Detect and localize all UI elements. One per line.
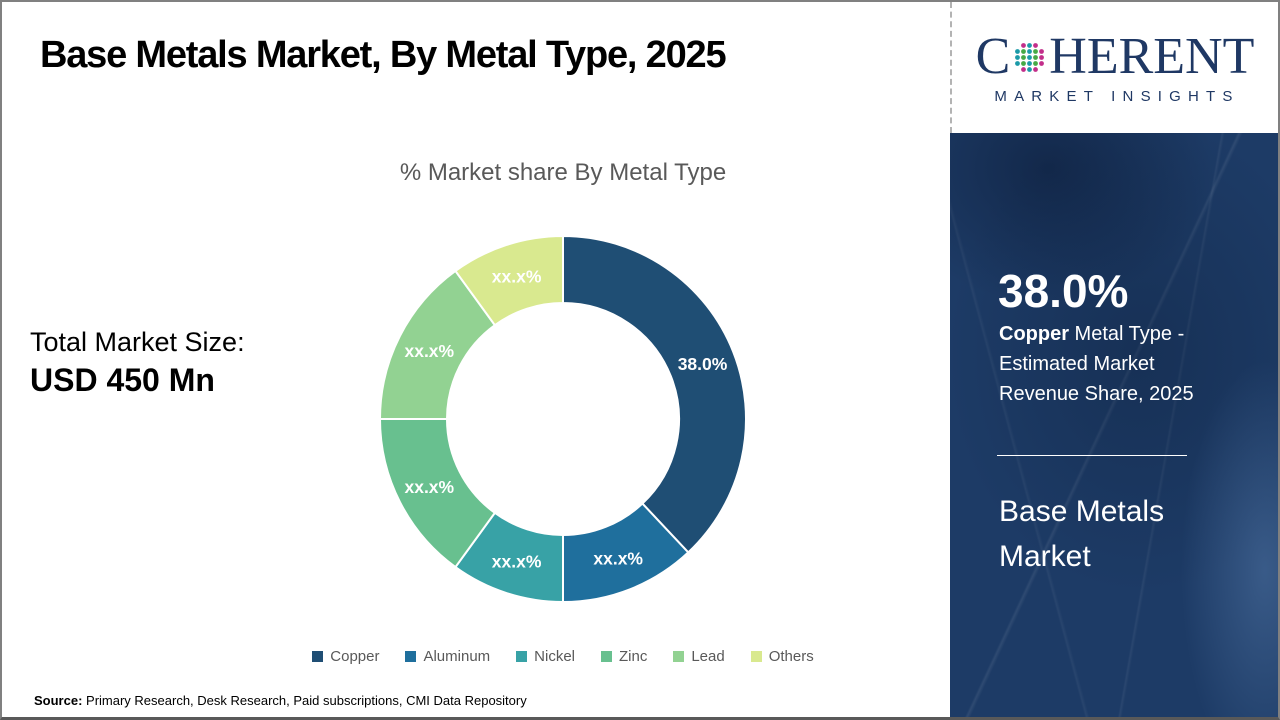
legend-swatch-zinc xyxy=(601,651,612,662)
legend-swatch-others xyxy=(750,651,762,662)
logo-letter-c: C xyxy=(975,27,1011,85)
segment-label-zinc: xx.x% xyxy=(404,477,454,497)
legend-swatch-aluminum xyxy=(405,651,417,662)
donut-segment-copper xyxy=(562,234,747,554)
chart-legend: Copper Aluminum Nickel Zinc Lead Others xyxy=(213,648,913,665)
total-market-size-label: Total Market Size: xyxy=(30,327,245,357)
stat-description-rest: Metal Type - Estimated Market Revenue Sh… xyxy=(999,323,1194,405)
legend-swatch-copper xyxy=(312,651,324,662)
coherent-logo: C HERENT xyxy=(975,27,1255,85)
total-market-size-value: USD 450 Mn xyxy=(30,362,215,398)
logo-letters-herent: HERENT xyxy=(1049,27,1255,85)
divider-line xyxy=(997,455,1187,456)
sidebar: C HERENT MARKET INSIGHTS 38.0% Copper Me… xyxy=(950,2,1278,717)
segment-label-nickel: xx.x% xyxy=(492,552,542,572)
legend-swatch-nickel xyxy=(516,651,528,662)
legend-swatch-lead xyxy=(673,651,685,662)
source-text: Primary Research, Desk Research, Paid su… xyxy=(82,693,527,708)
legend-item-zinc: Zinc xyxy=(601,648,647,665)
stat-metal-name: Copper xyxy=(999,323,1069,345)
legend-label-nickel: Nickel xyxy=(534,648,575,665)
segment-label-lead: xx.x% xyxy=(404,341,454,361)
legend-label-zinc: Zinc xyxy=(619,648,648,665)
legend-label-others: Others xyxy=(768,648,814,665)
total-market-size: Total Market Size: USD 450 Mn xyxy=(30,324,245,400)
stat-value: 38.0% xyxy=(998,265,1129,317)
donut-segment-others xyxy=(454,234,564,327)
legend-label-copper: Copper xyxy=(330,648,380,665)
source-line: Source: Primary Research, Desk Research,… xyxy=(34,693,527,708)
page-title: Base Metals Market, By Metal Type, 2025 xyxy=(40,34,727,76)
segment-label-others: xx.x% xyxy=(492,266,542,286)
logo-tagline: MARKET INSIGHTS xyxy=(994,87,1240,105)
coherent-globe-icon xyxy=(1015,42,1045,72)
legend-item-copper: Copper xyxy=(312,648,379,665)
legend-item-lead: Lead xyxy=(673,648,725,665)
logo-box: C HERENT MARKET INSIGHTS xyxy=(950,2,1278,133)
source-label: Source: xyxy=(34,693,83,708)
donut-chart: 38.0% xx.x% xx.x% xx.x% xx.x% xx.x% xyxy=(378,234,747,604)
legend-item-nickel: Nickel xyxy=(516,648,575,665)
segment-label-copper: 38.0% xyxy=(678,354,728,374)
legend-item-aluminum: Aluminum xyxy=(405,648,490,665)
stat-description: Copper Metal Type - Estimated Market Rev… xyxy=(999,319,1221,409)
legend-item-others: Others xyxy=(750,648,814,665)
chart-title: % Market share By Metal Type xyxy=(399,159,727,186)
market-name: Base Metals Market xyxy=(999,495,1165,573)
sidebar-panel: 38.0% Copper Metal Type - Estimated Mark… xyxy=(950,133,1278,717)
legend-label-lead: Lead xyxy=(691,648,725,665)
segment-label-aluminum: xx.x% xyxy=(593,549,643,569)
legend-label-aluminum: Aluminum xyxy=(423,648,491,665)
